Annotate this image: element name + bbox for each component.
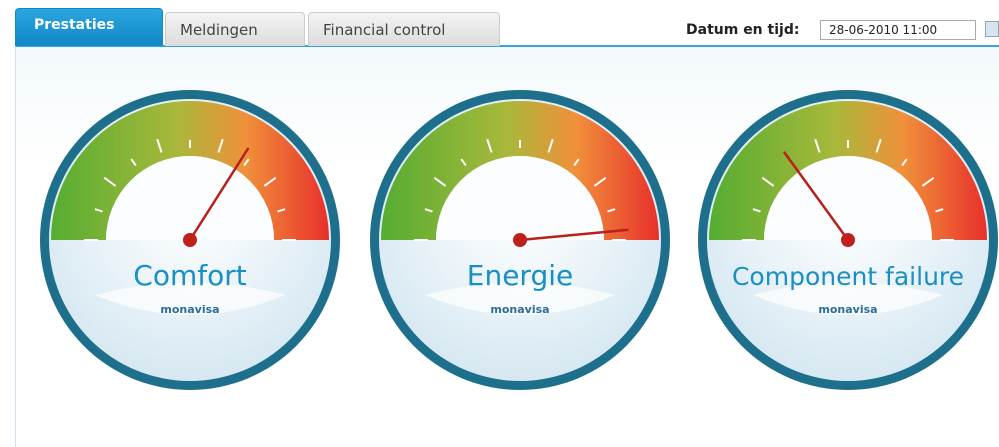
needle-hub — [183, 233, 197, 247]
gauge-logo: monavisa — [490, 303, 549, 316]
app: Prestaties Meldingen Financial control D… — [0, 0, 999, 440]
gauge-label: Component failure — [732, 262, 964, 291]
needle-hub — [513, 233, 527, 247]
gauge-logo: monavisa — [160, 303, 219, 316]
gauge-logo: monavisa — [818, 303, 877, 316]
gauge-label: Energie — [467, 259, 573, 292]
gauge-label: Comfort — [133, 259, 246, 292]
gauges: Comfort monavisa Energie monavisa Component … — [0, 0, 999, 440]
needle-hub — [841, 233, 855, 247]
